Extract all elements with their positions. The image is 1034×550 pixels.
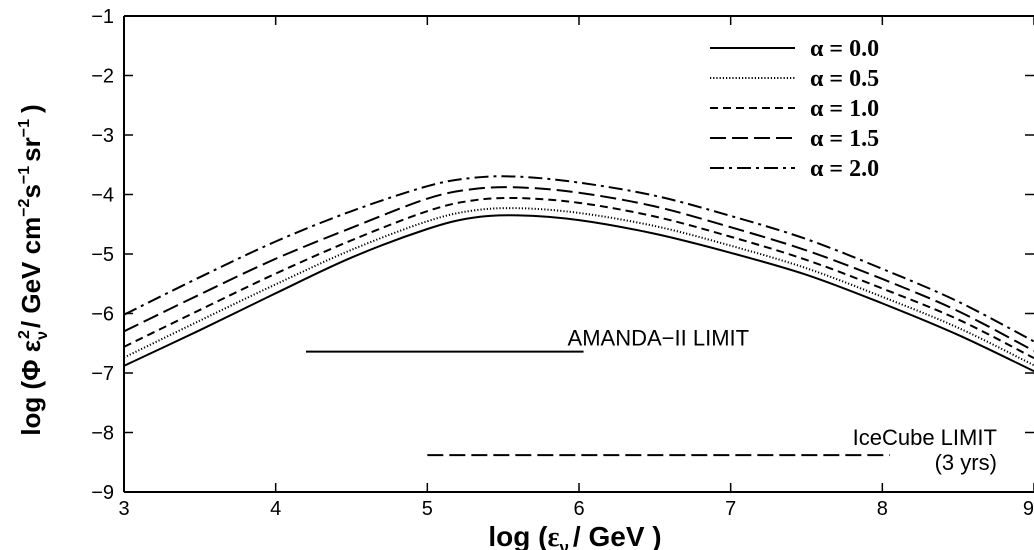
x-tick-label: 7	[725, 498, 736, 520]
y-axis-title-main: log (Φ ε	[16, 340, 46, 436]
y-tick-label: −1	[91, 6, 114, 28]
y-tick-label: −4	[91, 185, 114, 207]
legend-label-2: α = 1.0	[810, 96, 879, 122]
x-tick-label: 8	[877, 498, 888, 520]
icecube-limit-sublabel: (3 yrs)	[935, 450, 997, 475]
y-tick-label: −9	[91, 482, 114, 504]
y-tick-label: −3	[91, 125, 114, 147]
ticks-group: 3 4 5 6 7 8 9 −9 −8 −7 −6 −5 −4 −3 −2 −1	[91, 6, 1034, 520]
x-axis-title-sub: ν	[559, 538, 568, 550]
y-axis-title-s: s	[16, 184, 46, 198]
y-axis-title-sup1: 2	[16, 330, 33, 339]
x-axis-title-epsilon: ε	[547, 522, 559, 550]
y-tick-label: −6	[91, 304, 114, 326]
y-axis-title-mid: / GeV cm	[16, 217, 46, 328]
series-line-alpha-1	[124, 207, 1034, 367]
x-tick-label: 9	[1023, 498, 1034, 520]
legend-label-4: α = 2.0	[810, 156, 879, 182]
y-tick-label: −5	[91, 244, 114, 266]
y-tick-label: −7	[91, 363, 114, 385]
y-axis-title-sub: ν	[34, 331, 51, 340]
x-tick-label: 3	[118, 498, 129, 520]
x-tick-label: 6	[573, 498, 584, 520]
y-tick-label: −8	[91, 423, 114, 445]
y-axis-title-sup4: −1	[16, 119, 33, 137]
legend-label-3: α = 1.5	[810, 126, 879, 152]
x-axis-title-main: log (	[488, 521, 548, 550]
series-line-alpha-4	[124, 175, 1034, 343]
y-axis-title-sup2: −2	[16, 198, 33, 216]
series-group	[124, 175, 1034, 373]
amanda-limit-label: AMANDA−II LIMIT	[568, 326, 750, 351]
legend: α = 0.0 α = 0.5 α = 1.0 α = 1.5 α = 2.0	[710, 36, 879, 182]
limits-group: AMANDA−II LIMIT IceCube LIMIT(3 yrs)	[306, 326, 997, 475]
series-line-alpha-0	[124, 214, 1034, 373]
y-tick-label: −2	[91, 66, 114, 88]
x-axis-title-tail: / GeV )	[573, 521, 662, 550]
y-axis-title: log (Φ εν2/ GeV cm−2s−1sr−1)	[16, 104, 51, 435]
x-tick-label: 5	[422, 498, 433, 520]
y-axis-title-close: )	[16, 104, 46, 113]
y-axis-title-sr: sr	[16, 137, 46, 162]
x-axis-title: log (εν / GeV )	[488, 521, 661, 550]
legend-label-0: α = 0.0	[810, 36, 879, 62]
series-line-alpha-2	[124, 196, 1034, 360]
x-tick-label: 4	[270, 498, 281, 520]
plot-frame-group	[123, 15, 1034, 493]
legend-label-1: α = 0.5	[810, 66, 879, 92]
icecube-limit-label: IceCube LIMIT	[853, 425, 997, 450]
y-axis-title-sup3: −1	[16, 166, 33, 184]
series-line-alpha-3	[124, 186, 1034, 352]
